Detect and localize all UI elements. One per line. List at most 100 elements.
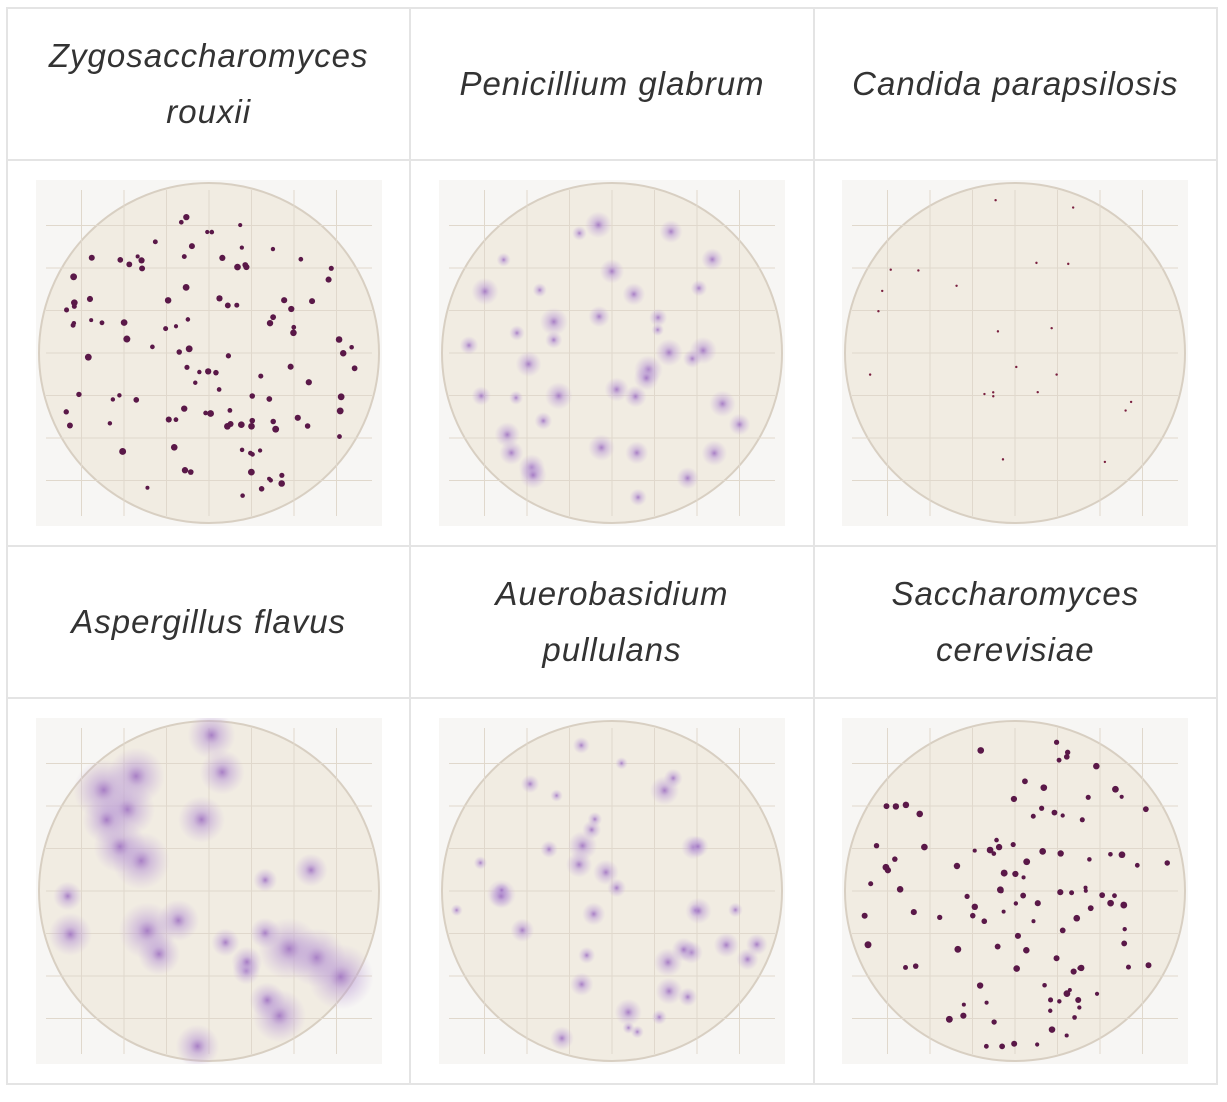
colony bbox=[1013, 901, 1019, 906]
colony bbox=[1124, 409, 1128, 412]
colony bbox=[977, 982, 984, 989]
colony bbox=[225, 353, 231, 359]
colony bbox=[88, 254, 95, 261]
colony bbox=[48, 912, 92, 956]
colony bbox=[1054, 739, 1060, 745]
colony bbox=[701, 440, 728, 467]
colony bbox=[651, 1009, 667, 1025]
colony bbox=[339, 350, 347, 357]
colony bbox=[162, 326, 168, 332]
colony bbox=[569, 972, 594, 997]
colony bbox=[459, 335, 479, 355]
colony bbox=[625, 441, 649, 465]
colony bbox=[1068, 987, 1073, 992]
colony bbox=[937, 914, 943, 921]
colony bbox=[1039, 847, 1047, 855]
colony bbox=[107, 421, 112, 426]
colony bbox=[70, 299, 78, 307]
colony bbox=[1015, 365, 1018, 369]
colony bbox=[473, 856, 488, 870]
colony bbox=[185, 317, 190, 322]
colony bbox=[1011, 1040, 1018, 1047]
colony bbox=[266, 319, 273, 327]
colony bbox=[336, 434, 342, 439]
colony bbox=[218, 254, 226, 261]
colony bbox=[977, 747, 985, 754]
species-name: Saccharomyces cerevisiae bbox=[812, 545, 1219, 699]
colony bbox=[247, 468, 255, 476]
colony bbox=[1070, 968, 1078, 975]
colony bbox=[614, 998, 642, 1026]
colony bbox=[1064, 753, 1070, 760]
colony bbox=[133, 397, 139, 403]
colony bbox=[66, 422, 73, 429]
colony bbox=[118, 447, 126, 455]
colony bbox=[1118, 851, 1126, 859]
colony bbox=[1088, 905, 1094, 912]
colony bbox=[745, 933, 768, 956]
colony bbox=[231, 946, 263, 978]
colony bbox=[63, 307, 69, 313]
colony bbox=[202, 410, 208, 416]
colony bbox=[291, 324, 296, 330]
colony bbox=[1095, 991, 1100, 996]
colony bbox=[152, 239, 158, 245]
colony bbox=[287, 363, 294, 370]
colony bbox=[868, 881, 874, 887]
colony bbox=[1122, 926, 1128, 932]
colony bbox=[532, 282, 547, 298]
colony bbox=[239, 447, 244, 453]
colony bbox=[655, 977, 683, 1005]
colony bbox=[185, 345, 193, 353]
colony bbox=[897, 886, 904, 893]
colony bbox=[175, 1024, 219, 1064]
colony bbox=[690, 279, 708, 297]
colony bbox=[182, 213, 190, 221]
colony bbox=[170, 443, 178, 451]
colony bbox=[1020, 892, 1027, 899]
plate-image bbox=[842, 180, 1189, 526]
colony bbox=[685, 897, 712, 925]
colony bbox=[954, 862, 961, 870]
colony bbox=[123, 335, 130, 343]
species-table: Zygosaccharomyces rouxii Penicillium gla… bbox=[5, 7, 1219, 1085]
colony bbox=[607, 878, 627, 898]
colony bbox=[1075, 996, 1082, 1003]
colony bbox=[1064, 1033, 1070, 1038]
colony bbox=[305, 379, 312, 386]
colony bbox=[1036, 390, 1040, 394]
colony bbox=[1050, 326, 1054, 330]
colony bbox=[917, 269, 920, 272]
colony bbox=[983, 392, 986, 396]
plate-image bbox=[438, 718, 785, 1064]
colony bbox=[615, 757, 628, 770]
colony bbox=[210, 928, 240, 957]
colony bbox=[572, 736, 590, 754]
colony bbox=[1031, 919, 1036, 924]
colony bbox=[587, 811, 603, 827]
colony bbox=[1057, 850, 1065, 857]
colony bbox=[71, 303, 77, 309]
colony bbox=[1049, 1026, 1056, 1033]
colony bbox=[1040, 784, 1048, 791]
colony bbox=[996, 843, 1003, 851]
colony bbox=[239, 245, 244, 250]
colony bbox=[177, 795, 225, 844]
species-name: Aspergillus flavus bbox=[5, 545, 412, 699]
colony bbox=[258, 486, 265, 492]
colony bbox=[249, 417, 255, 424]
colony bbox=[1039, 805, 1045, 811]
colony bbox=[328, 265, 334, 271]
colony bbox=[1164, 860, 1171, 866]
colony bbox=[874, 842, 880, 849]
colony bbox=[242, 262, 248, 268]
colony bbox=[592, 859, 619, 886]
colony bbox=[75, 391, 82, 398]
colony bbox=[269, 314, 276, 321]
colony bbox=[992, 395, 995, 398]
colony bbox=[247, 422, 255, 430]
colony bbox=[903, 964, 909, 970]
colony bbox=[82, 795, 131, 844]
colony bbox=[149, 344, 155, 350]
